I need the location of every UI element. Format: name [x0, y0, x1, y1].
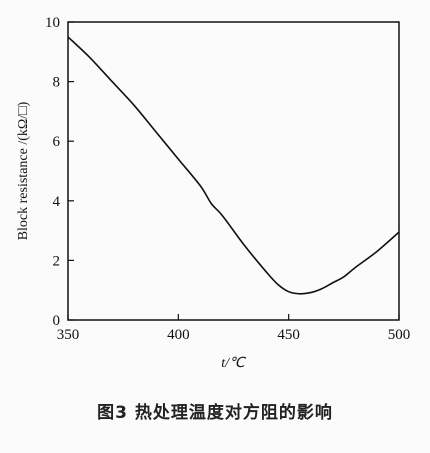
y-tick-label: 10	[45, 15, 60, 31]
y-axis-label: Block resistance /(kΩ/□)	[16, 101, 31, 240]
x-tick-label: 400	[167, 327, 190, 343]
x-axis-label: t/℃	[221, 356, 247, 371]
tick-labels: 350 400 450 500 0 2 4 6 8 10	[45, 15, 410, 343]
y-tick-label: 8	[53, 75, 61, 91]
x-tick-label: 450	[277, 327, 300, 343]
x-tick-label: 350	[57, 327, 80, 343]
y-tick-label: 0	[53, 313, 61, 329]
y-tick-label: 2	[53, 253, 61, 269]
plot-frame	[67, 21, 400, 321]
y-tick-label: 6	[53, 134, 61, 150]
x-tick-label: 500	[388, 327, 411, 343]
resistance-curve	[67, 36, 400, 295]
line-chart: 350 400 450 500 0 2 4 6 8 10 Block resistance /(k…	[16, 15, 410, 371]
figure-caption: 图3 热处理温度对方阻的影响	[97, 403, 333, 423]
y-tick-label: 4	[53, 194, 61, 210]
axis-ticks	[67, 21, 400, 321]
